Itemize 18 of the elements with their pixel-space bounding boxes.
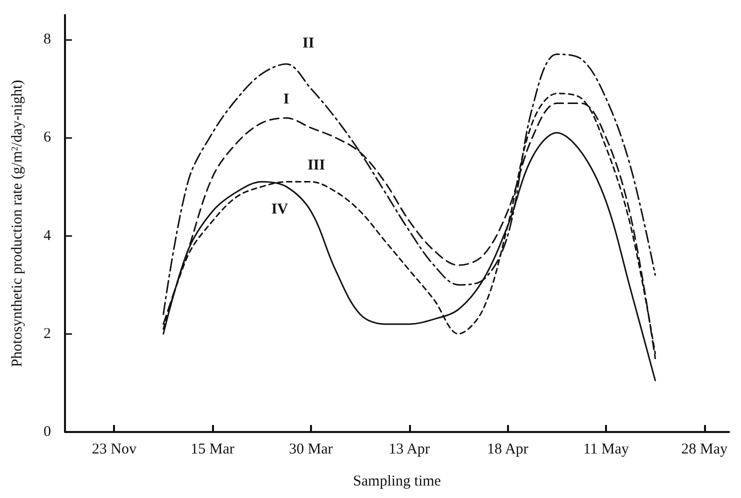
y-tick-label: 0 [44, 424, 51, 440]
x-tick-label: 11 May [583, 442, 630, 458]
x-tick-label: 18 Apr [487, 442, 528, 458]
series-label: IV [271, 201, 288, 218]
y-tick-label: 2 [44, 326, 51, 342]
y-tick-label: 8 [44, 32, 51, 48]
series-label: II [302, 36, 314, 52]
y-axis-title: Photosynthetic production rate (g/m2/day-night) [10, 80, 26, 368]
x-tick-label: 13 Apr [388, 442, 430, 458]
x-tick-label: 28 May [681, 442, 728, 458]
series-label: I [283, 92, 290, 108]
x-tick-label: 15 Mar [190, 442, 234, 458]
y-tick-label: 4 [44, 228, 52, 244]
y-tick-label: 6 [44, 130, 52, 146]
x-tick-label: 30 Mar [289, 442, 333, 458]
series-label: III [308, 157, 326, 174]
x-axis-title: Sampling time [353, 474, 442, 490]
x-tick-label: 23 Nov [92, 442, 137, 458]
